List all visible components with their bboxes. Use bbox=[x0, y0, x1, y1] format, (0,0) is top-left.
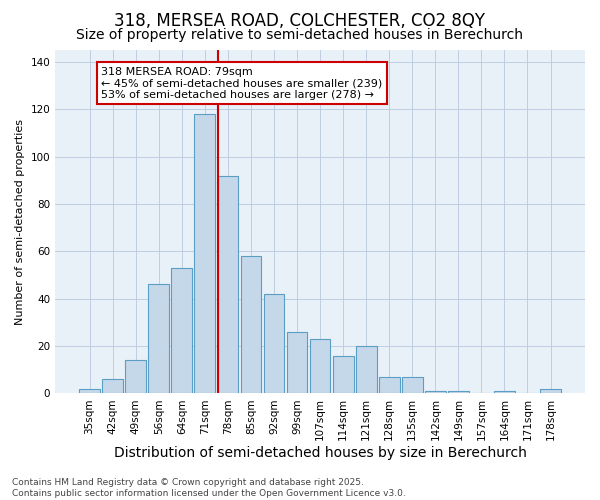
Bar bbox=[425, 391, 446, 394]
Bar bbox=[102, 379, 123, 394]
Bar bbox=[79, 388, 100, 394]
Bar bbox=[263, 294, 284, 394]
Bar bbox=[494, 391, 515, 394]
Bar bbox=[194, 114, 215, 394]
Bar bbox=[241, 256, 262, 394]
Bar bbox=[379, 377, 400, 394]
Bar bbox=[125, 360, 146, 394]
Bar bbox=[148, 284, 169, 394]
Bar bbox=[540, 388, 561, 394]
Bar bbox=[356, 346, 377, 394]
Text: Size of property relative to semi-detached houses in Berechurch: Size of property relative to semi-detach… bbox=[77, 28, 523, 42]
Bar bbox=[448, 391, 469, 394]
Bar bbox=[310, 339, 331, 394]
Bar bbox=[287, 332, 307, 394]
Bar bbox=[172, 268, 192, 394]
Text: 318 MERSEA ROAD: 79sqm
← 45% of semi-detached houses are smaller (239)
53% of se: 318 MERSEA ROAD: 79sqm ← 45% of semi-det… bbox=[101, 66, 382, 100]
Bar bbox=[333, 356, 353, 394]
Bar bbox=[218, 176, 238, 394]
Bar bbox=[402, 377, 422, 394]
Y-axis label: Number of semi-detached properties: Number of semi-detached properties bbox=[15, 118, 25, 324]
Text: 318, MERSEA ROAD, COLCHESTER, CO2 8QY: 318, MERSEA ROAD, COLCHESTER, CO2 8QY bbox=[115, 12, 485, 30]
Text: Contains HM Land Registry data © Crown copyright and database right 2025.
Contai: Contains HM Land Registry data © Crown c… bbox=[12, 478, 406, 498]
X-axis label: Distribution of semi-detached houses by size in Berechurch: Distribution of semi-detached houses by … bbox=[113, 446, 527, 460]
